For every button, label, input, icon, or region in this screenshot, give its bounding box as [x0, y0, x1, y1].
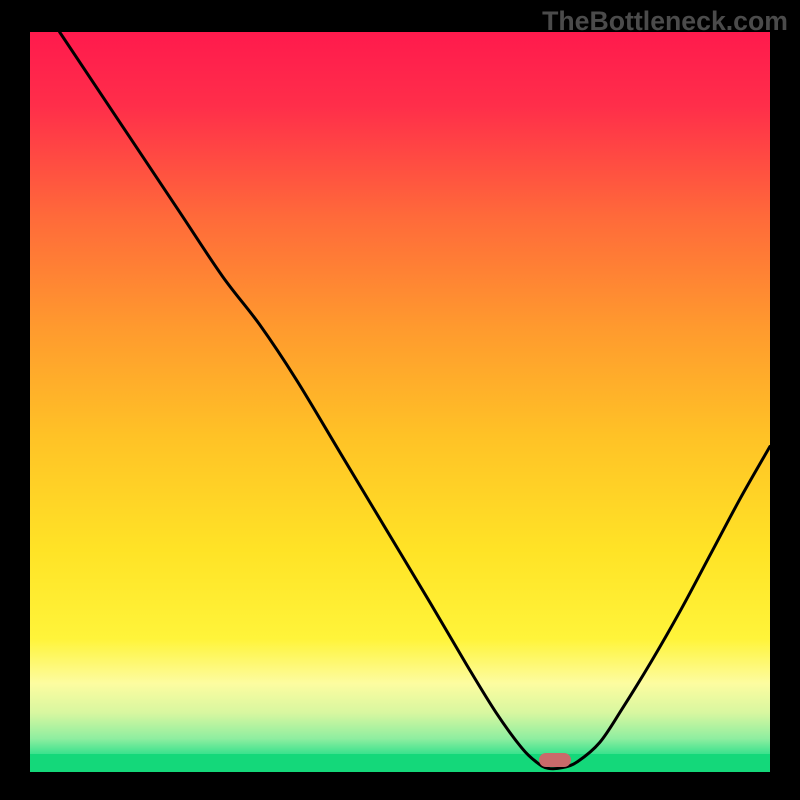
chart-container: TheBottleneck.com — [0, 0, 800, 800]
watermark-text: TheBottleneck.com — [542, 6, 788, 37]
plot-area — [30, 32, 770, 772]
bottleneck-curve — [60, 32, 770, 769]
curve-svg — [30, 32, 770, 772]
optimal-marker — [539, 753, 571, 767]
